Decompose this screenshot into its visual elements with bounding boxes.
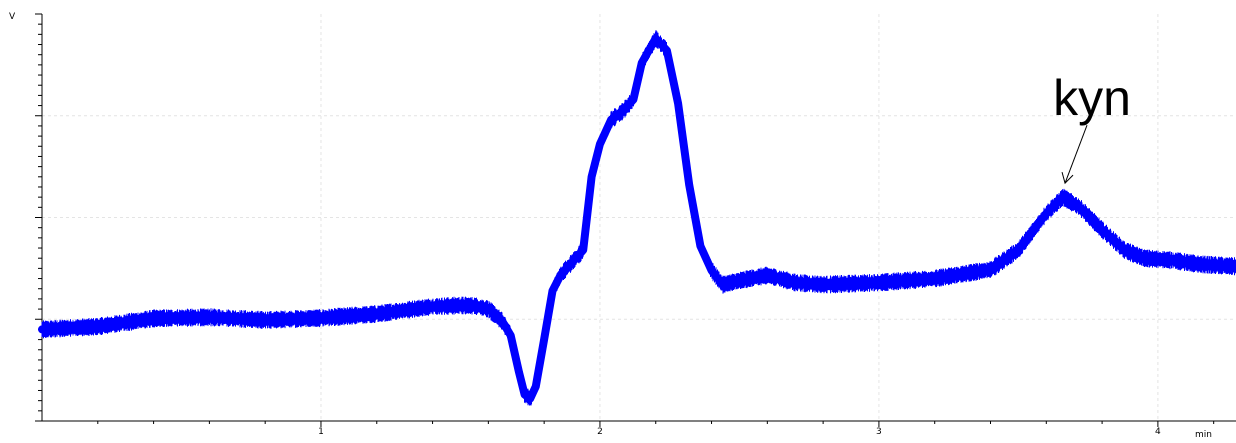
x-tick-label-4: 4 [1155,427,1161,437]
annotation-arrow-1 [1064,124,1088,184]
tick-marks: 1 2 3 4 [35,13,1215,437]
annotation-label-1: kyn [1053,70,1131,126]
x-axis-unit-label: min [1195,430,1212,440]
annotation-layer: kyn [1053,70,1131,185]
y-axis-unit-label: V [9,12,16,22]
x-tick-label-1: 1 [318,427,324,437]
series-layer [38,30,1236,406]
annotation-arrowhead-1 [1061,172,1074,185]
x-tick-label-2: 2 [597,427,603,437]
x-tick-label-3: 3 [876,427,882,437]
series-1-line [38,34,1236,403]
